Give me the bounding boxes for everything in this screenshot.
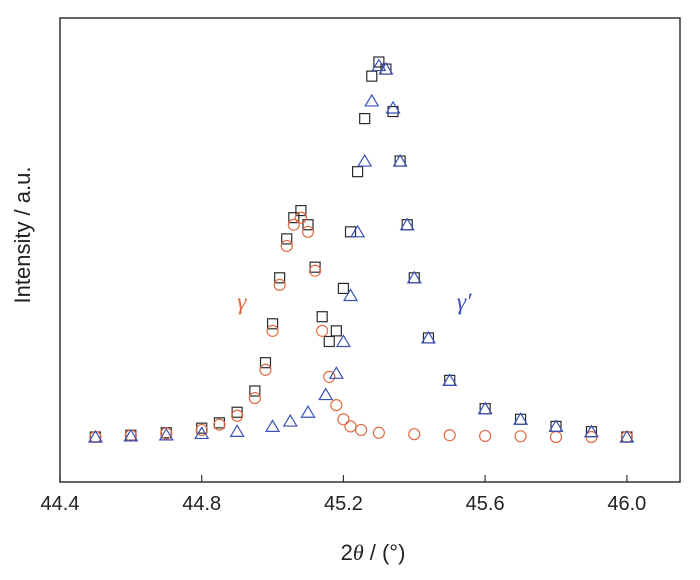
- x-tick-label: 45.2: [324, 493, 363, 515]
- square-marker: [366, 70, 378, 82]
- triangle-marker: [282, 413, 298, 427]
- square-marker: [309, 261, 321, 273]
- triangle-marker: [392, 153, 408, 167]
- circle-marker: [316, 324, 329, 337]
- triangle-marker: [371, 58, 387, 72]
- triangle-marker: [194, 426, 210, 440]
- circle-marker: [514, 430, 527, 443]
- triangle-marker: [357, 153, 373, 167]
- triangle-marker: [318, 387, 334, 401]
- circle-marker: [273, 278, 286, 291]
- circle-marker: [266, 324, 279, 337]
- square-marker: [302, 219, 314, 231]
- square-marker: [249, 385, 261, 397]
- square-marker: [352, 166, 364, 178]
- square-marker: [266, 318, 279, 330]
- circle-marker: [195, 423, 208, 437]
- x-tick-label: 44.4: [41, 493, 80, 515]
- circle-marker: [479, 429, 492, 443]
- triangle-marker: [158, 427, 174, 441]
- x-axis-ticks: 44.4 44.8 45.2 45.6 46.0: [41, 475, 646, 515]
- square-marker: [259, 357, 272, 369]
- triangle-marker: [513, 412, 529, 425]
- triangle-marker: [406, 270, 422, 284]
- triangle-marker: [583, 424, 599, 438]
- triangle-marker: [123, 428, 139, 442]
- circle-marker: [355, 423, 368, 437]
- circle-marker: [287, 218, 300, 231]
- square-marker: [288, 212, 300, 224]
- square-marker: [330, 325, 342, 337]
- circle-marker: [330, 399, 343, 412]
- circle-marker: [308, 264, 322, 277]
- circle-marker: [259, 363, 272, 376]
- circle-marker: [408, 428, 421, 441]
- data-markers: [87, 56, 635, 444]
- circle-marker: [280, 239, 293, 253]
- circle-marker: [294, 211, 308, 224]
- plot-frame: [59, 17, 681, 483]
- triangle-marker: [420, 330, 437, 344]
- square-marker: [373, 56, 385, 68]
- x-axis-title: 2θ / (°): [341, 540, 406, 565]
- triangle-marker: [328, 366, 344, 379]
- x-tick-label: 45.6: [466, 493, 505, 515]
- triangle-marker: [619, 429, 635, 443]
- x-tick-label: 46.0: [607, 493, 646, 515]
- square-marker: [359, 113, 371, 125]
- circle-marker: [443, 429, 456, 442]
- square-marker: [281, 233, 293, 245]
- triangle-marker: [350, 224, 366, 238]
- triangle-marker: [385, 100, 401, 114]
- square-marker: [274, 272, 286, 284]
- y-axis-title: Intensity / a.u.: [10, 167, 35, 304]
- circle-marker: [248, 391, 261, 405]
- triangle-marker: [265, 419, 281, 432]
- square-marker: [323, 335, 335, 348]
- square-marker: [337, 282, 350, 295]
- triangle-marker: [442, 373, 458, 386]
- triangle-marker: [342, 288, 359, 302]
- triangle-marker: [477, 401, 493, 415]
- triangle-marker: [399, 217, 415, 231]
- circle-marker: [337, 413, 350, 426]
- triangle-marker: [548, 419, 564, 432]
- circle-marker: [231, 409, 244, 422]
- triangle-marker: [378, 61, 394, 75]
- square-marker: [231, 406, 243, 418]
- square-marker: [316, 311, 328, 323]
- gamma-label: γ: [237, 290, 247, 316]
- triangle-marker: [229, 424, 245, 437]
- triangle-marker: [364, 93, 380, 107]
- triangle-marker: [300, 405, 316, 418]
- triangle-marker: [335, 334, 351, 348]
- circle-marker: [372, 426, 385, 439]
- circle-marker: [344, 420, 357, 433]
- circle-marker: [213, 418, 226, 431]
- gamma-prime-label: γ′: [457, 290, 472, 316]
- annotations: γ γ′: [237, 290, 472, 316]
- square-marker: [295, 204, 307, 217]
- circle-marker: [301, 225, 315, 238]
- triangle-marker: [87, 429, 103, 443]
- x-tick-label: 44.8: [182, 493, 221, 515]
- circle-marker: [323, 370, 336, 383]
